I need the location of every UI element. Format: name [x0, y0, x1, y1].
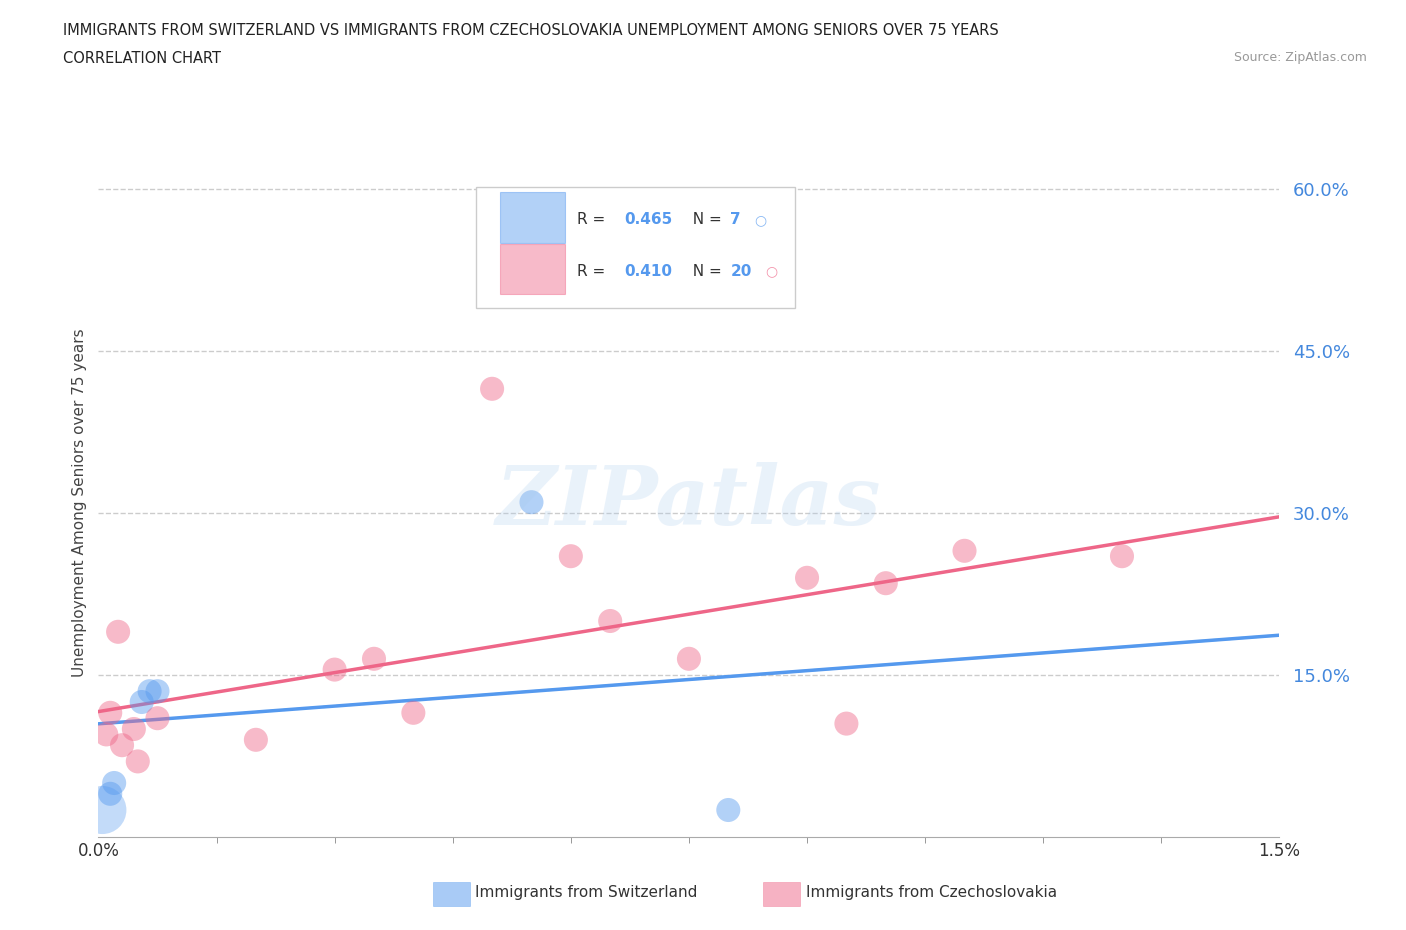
- Point: [323, 662, 346, 677]
- Text: R =: R =: [576, 212, 610, 228]
- Text: Immigrants from Switzerland: Immigrants from Switzerland: [475, 885, 697, 900]
- Text: 0.465: 0.465: [624, 212, 672, 228]
- Point: [1111, 549, 1133, 564]
- Point: [245, 732, 267, 747]
- Point: [363, 651, 385, 666]
- Point: [103, 776, 125, 790]
- Point: [98, 787, 121, 802]
- Text: N =: N =: [683, 264, 727, 279]
- Point: [107, 624, 129, 639]
- Point: [520, 495, 543, 510]
- Text: 20: 20: [730, 264, 752, 279]
- Text: 7: 7: [730, 212, 741, 228]
- Point: [796, 570, 818, 585]
- Point: [122, 722, 145, 737]
- Text: R =: R =: [576, 264, 610, 279]
- Text: 0.410: 0.410: [624, 264, 672, 279]
- Y-axis label: Unemployment Among Seniors over 75 years: Unemployment Among Seniors over 75 years: [72, 328, 87, 676]
- Point: [599, 614, 621, 629]
- FancyBboxPatch shape: [477, 188, 796, 308]
- Point: [146, 711, 169, 725]
- Point: [98, 705, 121, 720]
- Point: [875, 576, 897, 591]
- Text: IMMIGRANTS FROM SWITZERLAND VS IMMIGRANTS FROM CZECHOSLOVAKIA UNEMPLOYMENT AMONG: IMMIGRANTS FROM SWITZERLAND VS IMMIGRANT…: [63, 23, 1000, 38]
- Point: [91, 803, 114, 817]
- Point: [131, 695, 153, 710]
- Point: [481, 381, 503, 396]
- Text: N =: N =: [683, 212, 727, 228]
- FancyBboxPatch shape: [501, 193, 565, 243]
- Point: [953, 543, 976, 558]
- Text: ○: ○: [766, 264, 778, 278]
- Point: [111, 737, 134, 752]
- Point: [678, 651, 700, 666]
- Text: ZIPatlas: ZIPatlas: [496, 462, 882, 542]
- Point: [835, 716, 858, 731]
- Point: [96, 727, 118, 742]
- Point: [146, 684, 169, 698]
- Text: CORRELATION CHART: CORRELATION CHART: [63, 51, 221, 66]
- Point: [560, 549, 582, 564]
- Point: [402, 705, 425, 720]
- Point: [717, 803, 740, 817]
- Text: ○: ○: [754, 213, 766, 227]
- FancyBboxPatch shape: [501, 244, 565, 294]
- Point: [138, 684, 160, 698]
- Text: Source: ZipAtlas.com: Source: ZipAtlas.com: [1233, 51, 1367, 64]
- Text: Immigrants from Czechoslovakia: Immigrants from Czechoslovakia: [806, 885, 1057, 900]
- Point: [127, 754, 149, 769]
